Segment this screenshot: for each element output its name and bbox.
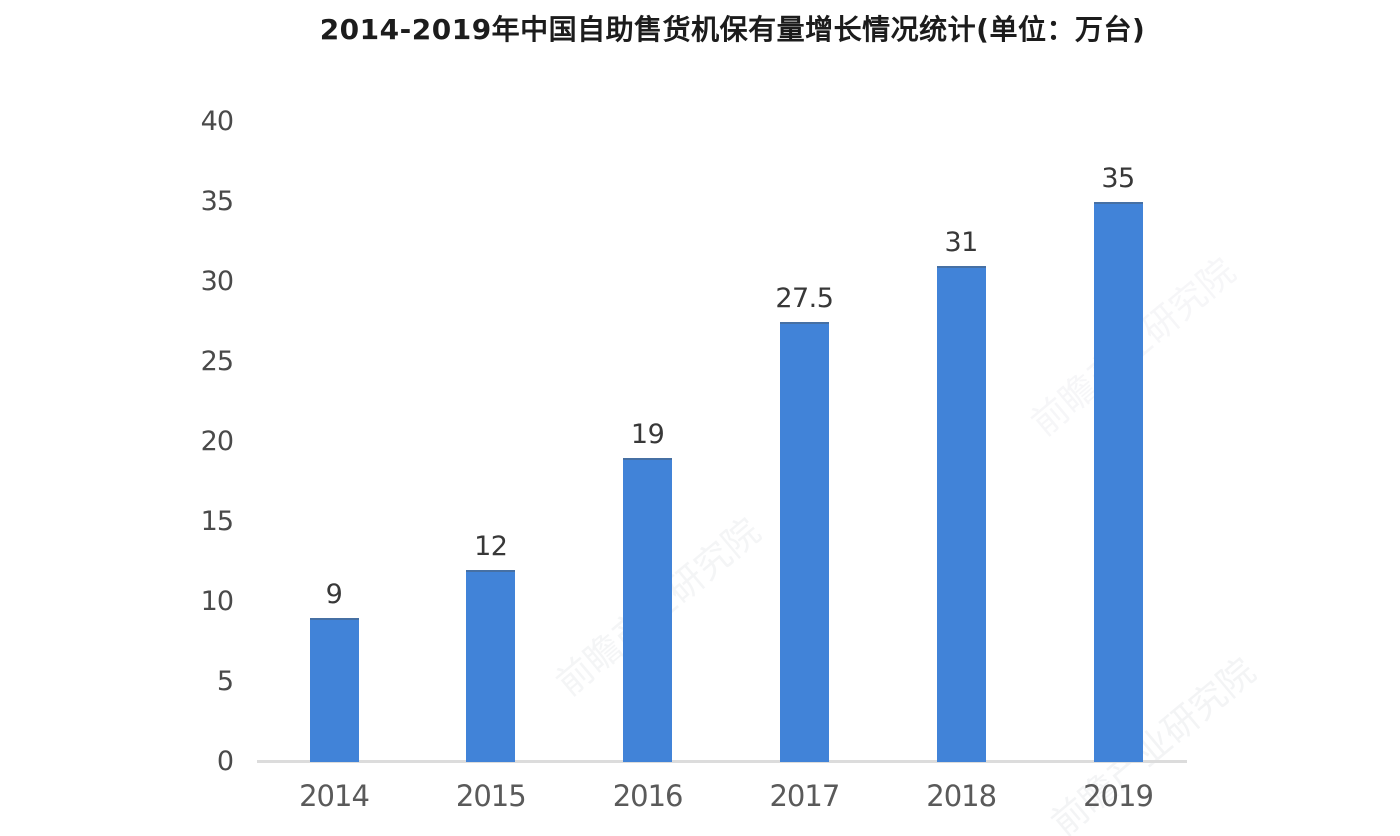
value-label-2014: 9 xyxy=(325,579,343,610)
bar-2019 xyxy=(1093,202,1143,762)
x-axis-line xyxy=(257,760,1187,763)
value-label-2015: 12 xyxy=(474,531,508,562)
x-tick-label-2016: 2016 xyxy=(612,779,684,813)
bar-2014 xyxy=(309,618,359,762)
y-tick-label-0: 0 xyxy=(216,746,234,777)
y-tick-label-25: 25 xyxy=(200,346,234,377)
value-label-2018: 31 xyxy=(944,227,979,258)
x-tick-label-2015: 2015 xyxy=(455,779,527,813)
y-tick-label-10: 10 xyxy=(200,586,234,617)
x-tick-label-2019: 2019 xyxy=(1083,779,1154,813)
y-tick-label-20: 20 xyxy=(200,426,234,457)
bar-2017 xyxy=(779,322,829,762)
value-label-2017: 27.5 xyxy=(775,283,834,314)
y-tick-label-5: 5 xyxy=(216,666,234,697)
y-tick-label-30: 30 xyxy=(200,266,234,297)
bar-2018 xyxy=(936,266,986,762)
y-tick-label-40: 40 xyxy=(200,106,234,137)
y-tick-label-35: 35 xyxy=(200,186,234,217)
bar-2015 xyxy=(466,570,516,762)
value-label-2016: 19 xyxy=(630,419,665,450)
bar-2016 xyxy=(623,458,673,762)
x-tick-label-2018: 2018 xyxy=(926,779,997,813)
value-label-2019: 35 xyxy=(1101,163,1135,194)
chart-title: 2014-2019年中国自助售货机保有量增长情况统计(单位：万台) xyxy=(319,13,1146,46)
x-tick-label-2017: 2017 xyxy=(769,779,840,813)
y-tick-label-15: 15 xyxy=(200,506,234,537)
x-tick-label-2014: 2014 xyxy=(299,779,370,813)
